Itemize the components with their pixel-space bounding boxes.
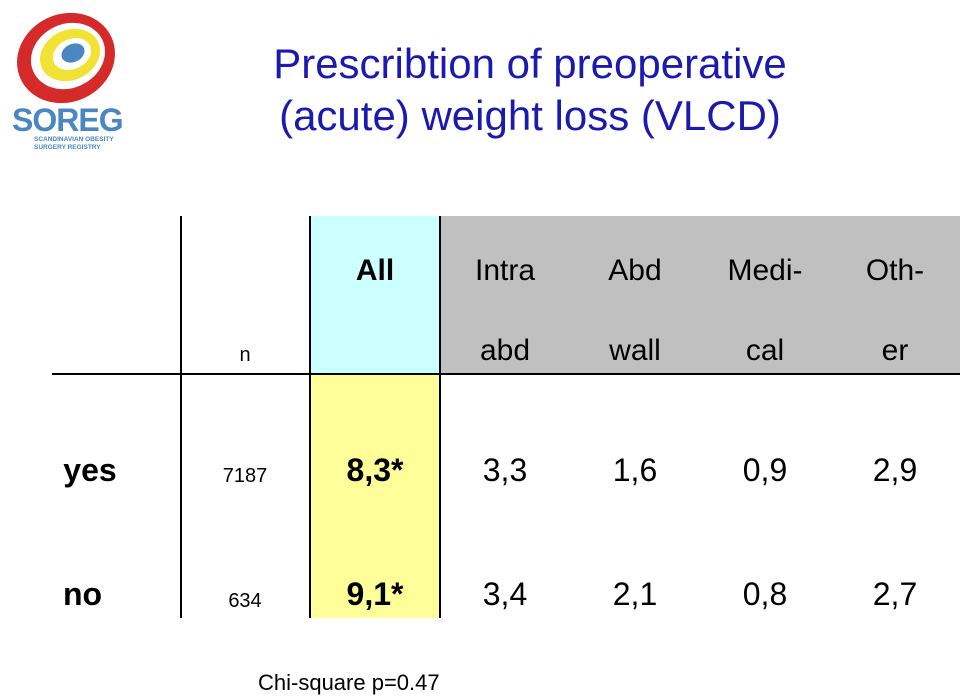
- header-other-bottom: er: [881, 334, 909, 367]
- value-intra-no: 3,4: [482, 576, 528, 612]
- value-all-no: 9,1*: [346, 576, 404, 612]
- header-medical-bottom: cal: [745, 334, 785, 367]
- header-divider: [52, 373, 960, 375]
- header-abd-bottom: wall: [609, 334, 661, 367]
- title-line-2: (acute) weight loss (VLCD): [279, 92, 781, 139]
- value-abd-yes: 1,6: [612, 452, 658, 488]
- header-other-top: Oth-: [865, 254, 925, 287]
- row-label-yes: yes: [63, 452, 117, 488]
- logo-wordmark: SOREG: [12, 102, 124, 138]
- all-header-band: [310, 216, 440, 374]
- header-intra-bottom: abd: [479, 334, 531, 367]
- title-line-1: Prescribtion of preoperative: [273, 40, 787, 87]
- value-medical-no: 0,8: [742, 576, 788, 612]
- divider-vertical-2: [309, 216, 311, 618]
- subgroup-header-band: [440, 216, 960, 374]
- value-intra-yes: 3,3: [482, 452, 528, 488]
- row-n-no: 634: [228, 590, 262, 612]
- soreg-logo: SOREG SCANDINAVIAN OBESITY SURGERY REGIS…: [4, 6, 124, 151]
- divider-vertical-1: [180, 216, 182, 618]
- header-medical-top: Medi-: [727, 254, 803, 287]
- logo-subtitle-line1: SCANDINAVIAN OBESITY: [34, 136, 114, 143]
- footnote: Chi-square p=0.47: [258, 670, 440, 695]
- value-medical-yes: 0,9: [742, 452, 788, 488]
- divider-vertical-3: [439, 216, 441, 618]
- value-abd-no: 2,1: [612, 576, 658, 612]
- value-all-yes: 8,3*: [346, 452, 404, 488]
- header-n: n: [239, 344, 251, 366]
- header-abd-top: Abd: [608, 254, 662, 287]
- all-values-band: [310, 375, 440, 618]
- header-all: All: [355, 254, 395, 287]
- row-n-yes: 7187: [222, 465, 268, 487]
- row-label-no: no: [62, 576, 103, 612]
- target-rings-icon: [17, 12, 115, 104]
- value-other-yes: 2,9: [872, 452, 918, 488]
- header-intra-top: Intra: [474, 254, 536, 287]
- page-title: Prescribtion of preoperative (acute) wei…: [130, 38, 930, 142]
- value-other-no: 2,7: [872, 576, 918, 612]
- logo-subtitle-line2: SURGERY REGISTRY: [34, 144, 101, 151]
